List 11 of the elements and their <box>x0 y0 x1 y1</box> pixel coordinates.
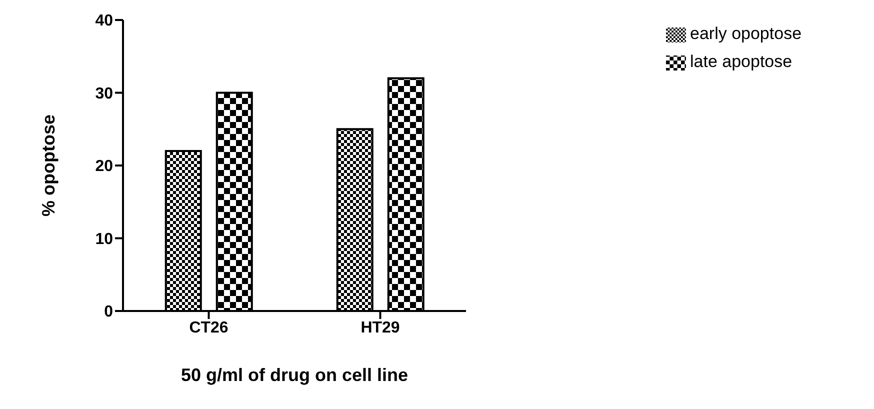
x-tick-label: CT26 <box>189 319 228 336</box>
legend-label: late apoptose <box>690 52 792 71</box>
y-axis-title: % opoptose <box>38 114 58 216</box>
y-tick-label: 0 <box>104 304 114 321</box>
y-tick-label: 20 <box>95 158 114 176</box>
x-axis-title: 50 g/ml of drug on cell line <box>180 365 408 385</box>
y-tick-label: 30 <box>95 85 114 102</box>
y-tick-label: 40 <box>95 12 114 30</box>
y-tick-label: 10 <box>95 230 114 248</box>
x-tick-label: HT29 <box>360 319 400 336</box>
legend-label: early opoptose <box>690 24 802 43</box>
